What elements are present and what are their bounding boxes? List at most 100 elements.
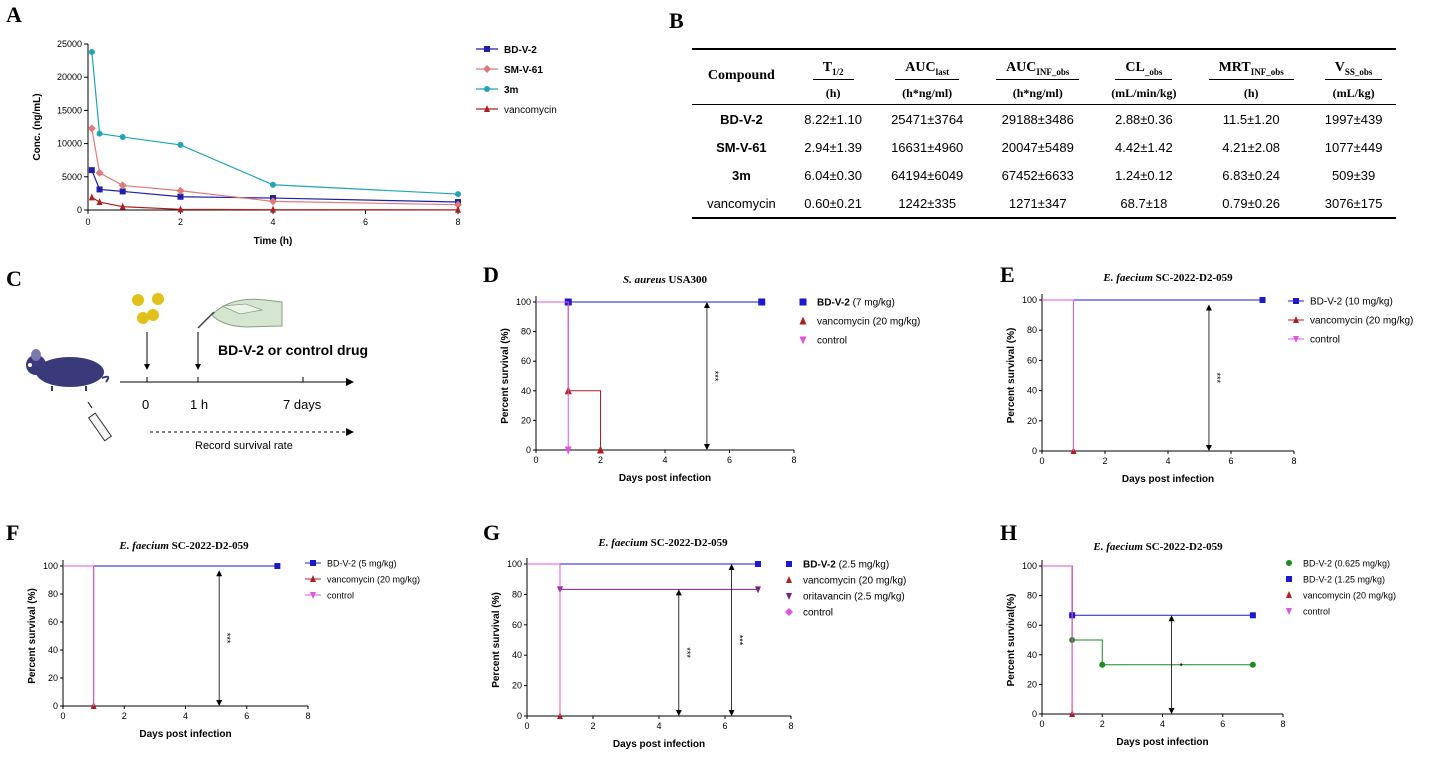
value-cell: 1271±347 [1008,195,1067,211]
survival-chart-h: E. faecium SC-2022-D2-059 0 20 40 60 80 100 0 2 4… [1006,541,1396,748]
survival-chart-f: E. faecium SC-2022-D2-059 0 20 40 60 80 100 0 2 4… [27,540,420,740]
survival-marker [1249,612,1256,619]
y-tick-label: 80 [1027,591,1037,601]
series-line-3m [91,51,459,195]
y-tick-label: 60 [521,356,531,366]
legend-dose: (20 mg/kg) [375,575,420,585]
value-cell: 25471±3764 [891,111,964,127]
x-tick-label: 0 [1039,456,1044,466]
data-point [269,197,277,206]
data-point [177,205,184,213]
legend-label: BD-V-2 [504,45,537,56]
legend-marker [484,86,490,92]
panel-label-h: H [1000,520,1018,545]
chart-title: E. faecium SC-2022-D2-059 [1102,272,1233,284]
legend-series-name: BD-V-2 [327,559,356,569]
survival-curve [1042,565,1073,714]
y-axis-label: Percent survival (%) [500,328,511,424]
bacteria-icon [132,293,164,324]
y-axis-label: Conc. (ng/mL) [32,93,43,160]
x-axis-label: Days post infection [1116,737,1208,748]
y-tick-label: 60 [1027,355,1037,365]
y-tick-label: 0 [1032,446,1037,456]
survival-marker [564,446,572,455]
survival-chart-g: E. faecium SC-2022-D2-059 0 20 40 60 80 100 0 2 4… [491,537,906,750]
legend-label: 3m [504,85,519,96]
y-tick-label: 20 [512,681,522,691]
legend-marker [1286,608,1292,615]
x-tick-label: 4 [1165,456,1170,466]
pk-parameters-table: Compound T1/2 AUClast AUCINF_obs CL_obs MRTIN… [692,48,1396,219]
arrow-head [703,444,710,450]
data-point [88,193,95,201]
x-tick-label: 4 [270,217,275,227]
x-tick-label: 0 [60,711,65,721]
legend-dose: (20 mg/kg) [1363,316,1414,327]
header-subscript: SS_obs [1344,67,1373,77]
legend-marker [1286,591,1292,598]
survival-curve [1042,299,1074,451]
experiment-schematic [26,293,354,442]
panel-label-f: F [6,520,20,545]
y-tick-label: 20 [1027,679,1037,689]
compound-cell: SM-V-61 [716,139,767,155]
y-tick-label: 20 [521,415,531,425]
data-point [270,205,276,213]
arrow-head [1205,304,1212,311]
panel-label-b: B [669,8,684,33]
data-point [119,202,126,210]
value-cell: 0.60±0.21 [804,195,862,211]
x-tick-label: 2 [1100,719,1105,729]
arrow-head [1168,708,1175,714]
x-tick-label: 2 [1102,456,1107,466]
significance-label: *** [710,371,720,382]
x-tick-label: 0 [1039,719,1044,729]
hand-syringe-icon [197,298,283,329]
legend-series-name: vancomycin [1310,316,1363,327]
compound-cell: BD-V-2 [720,111,763,127]
survival-curve [527,563,758,590]
x-tick-label: 2 [178,217,183,227]
legend-series-name: BD-V-2 [1303,575,1332,585]
y-tick-label: 100 [43,561,58,571]
value-cell: 64194±6049 [891,167,964,183]
y-tick-label: 100 [507,559,522,569]
title-strain: SC-2022-D2-059 [169,540,249,552]
y-tick-label: 0 [53,701,58,711]
y-tick-label: 100 [1022,561,1037,571]
table-header-cell: CL_obs [1097,49,1192,82]
table-unit-cell: (h*ng/ml) [1012,85,1063,100]
data-point [119,133,126,140]
header-subscript: INF_obs [1036,67,1070,77]
survival-marker [597,445,604,454]
legend-marker [484,46,490,52]
table-header-cell: AUCINF_obs [979,49,1097,82]
arrow-head [675,710,682,716]
legend-series-name: control [817,336,847,347]
x-tick-label: 8 [788,721,793,731]
legend-label: BD-V-2 (7 mg/kg) [817,298,895,309]
legend-marker [786,593,792,600]
legend-series-name: oritavancin [803,592,851,603]
title-organism: E. faecium [1092,541,1143,553]
legend-dose: (5 mg/kg) [356,559,397,569]
value-cell: 20047±5489 [1001,139,1074,155]
value-cell: 1077±449 [1324,139,1383,155]
title-strain: SC-2022-D2-059 [648,537,728,549]
header-name: MRTINF_obs [1208,60,1294,80]
value-cell: 2.94±1.39 [804,139,862,155]
y-tick-label: 40 [48,645,58,655]
panel-c: C [0,260,400,460]
legend-marker [310,592,316,599]
x-tick-label: 6 [1220,719,1225,729]
survival-marker [755,561,761,567]
survival-marker [755,586,761,594]
value-cell: 1997±439 [1324,111,1383,127]
x-tick-label: 8 [791,455,796,465]
legend-series-name: BD-V-2 [817,298,850,309]
table-header-cell: MRTINF_obs [1191,49,1311,82]
x-tick-label: 6 [1228,456,1233,466]
table-row: 3m 6.04±0.30 64194±6049 67452±6633 1.24±0.12… [692,161,1396,189]
x-tick-label: 2 [122,711,127,721]
table-unit-cell: (h) [825,85,841,100]
